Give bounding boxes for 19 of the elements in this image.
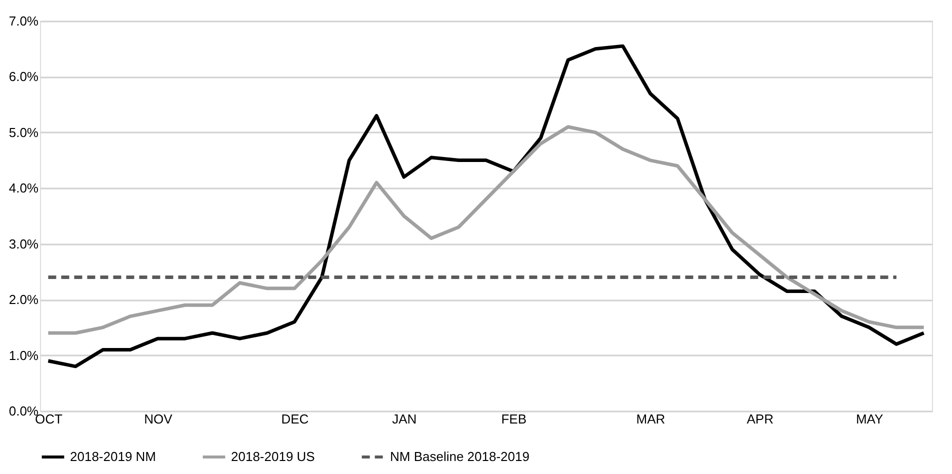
x-tick-label: MAR — [636, 412, 666, 426]
y-tick-label: 3.0% — [8, 236, 39, 252]
y-tick-label: 4.0% — [8, 180, 39, 196]
x-tick-label: FEB — [501, 412, 527, 426]
x-tick-label: NOV — [144, 412, 173, 426]
line-series — [46, 44, 926, 368]
x-tick-label: APR — [746, 412, 774, 426]
y-tick-label: 5.0% — [8, 124, 39, 140]
y-tick-label: 6.0% — [8, 69, 39, 84]
y-tick-label: 7.0% — [8, 14, 39, 28]
x-tick-label: DEC — [281, 412, 309, 426]
legend-label: 2018-2019 NM — [70, 449, 156, 464]
line-series — [46, 125, 926, 335]
y-tick-label: 1.0% — [8, 348, 39, 363]
y-tick-label: 2.0% — [8, 292, 39, 308]
x-tick-label: JAN — [392, 412, 417, 426]
legend-label: 2018-2019 US — [231, 449, 316, 464]
legend-label: NM Baseline 2018-2019 — [390, 449, 530, 464]
x-tick-label: MAY — [856, 412, 884, 426]
